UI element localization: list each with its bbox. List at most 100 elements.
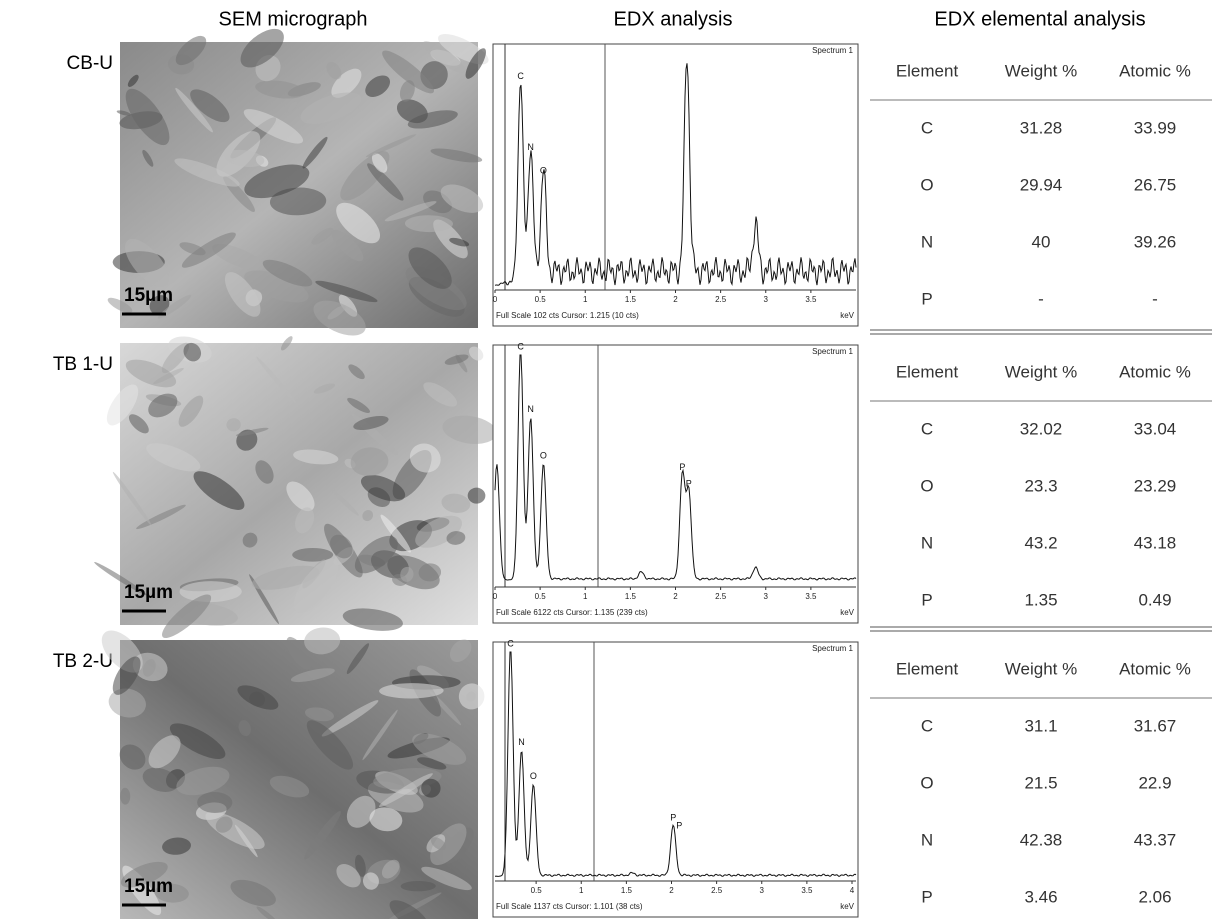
table-cell: 43.2 (1024, 533, 1057, 552)
sem-texture (295, 507, 315, 534)
sem-texture (224, 272, 261, 317)
table-header: Weight % (1005, 659, 1077, 678)
x-tick-label: 3 (764, 295, 769, 304)
sem-texture (417, 757, 447, 770)
table-cell: 31.67 (1134, 716, 1177, 735)
sem-texture (175, 35, 207, 66)
sem-texture (362, 709, 398, 761)
sem-texture (175, 87, 213, 133)
sem-texture (440, 184, 484, 213)
table-header: Atomic % (1119, 659, 1191, 678)
sem-texture (444, 354, 469, 365)
sem-texture (430, 837, 446, 851)
peak-label: C (517, 341, 524, 351)
table-header: Weight % (1005, 362, 1077, 381)
peak-label: O (540, 165, 547, 175)
sem-texture (148, 735, 181, 769)
x-tick-label: 0 (493, 295, 498, 304)
sem-texture (382, 50, 435, 94)
sem-texture (449, 237, 470, 247)
sem-texture (128, 414, 149, 434)
peak-label: N (527, 142, 534, 152)
sem-texture (125, 359, 177, 388)
sem-texture (108, 688, 146, 718)
sem-texture (237, 685, 279, 710)
sem-texture (467, 487, 486, 504)
sem-texture (380, 514, 411, 553)
sem-texture (442, 415, 497, 444)
x-tick-label: 1.5 (621, 886, 633, 895)
table-cell: 33.99 (1134, 118, 1177, 137)
sem-texture (212, 243, 264, 271)
sem-texture (107, 297, 133, 313)
x-tick-label: 1 (583, 295, 588, 304)
table-cell: 39.26 (1134, 232, 1177, 251)
x-tick-label: 2.5 (715, 592, 727, 601)
spectrum-unit: keV (840, 608, 854, 617)
sem-texture (300, 92, 362, 124)
sem-texture (302, 136, 328, 169)
sem-texture (169, 723, 226, 759)
sem-texture (251, 565, 320, 590)
table-cell: P (921, 289, 932, 308)
table-cell: O (920, 175, 933, 194)
x-tick-label: 4 (850, 886, 855, 895)
sem-texture (446, 531, 466, 545)
sem-texture (407, 110, 458, 129)
sem-texture (183, 342, 202, 362)
peak-label: C (517, 71, 524, 81)
sem-image (94, 336, 497, 639)
sem-texture (205, 811, 265, 850)
peak-label: C (507, 638, 514, 648)
peak-label: O (540, 450, 547, 460)
sem-texture (354, 535, 398, 574)
x-tick-label: 0 (493, 592, 498, 601)
table-cell: O (920, 476, 933, 495)
sem-texture (408, 247, 452, 289)
sem-texture (331, 229, 364, 262)
sem-texture (162, 837, 191, 855)
spectrum-frame (492, 641, 859, 918)
sem-texture (132, 652, 168, 682)
sem-texture (336, 864, 361, 888)
table-cell: N (921, 533, 933, 552)
sem-texture (293, 449, 339, 465)
sem-texture (286, 481, 315, 512)
sem-texture (243, 109, 304, 144)
sem-texture (336, 202, 381, 244)
table-header: Weight % (1005, 61, 1077, 80)
header: SEM micrograph (219, 8, 368, 30)
peak-label: O (530, 771, 537, 781)
sample-label: CB-U (67, 53, 113, 74)
sem-texture (176, 766, 230, 796)
sem-texture (371, 153, 388, 173)
sem-texture (381, 859, 400, 879)
sem-texture (244, 164, 310, 199)
sample-label: TB 2-U (53, 651, 113, 672)
sem-texture (142, 767, 179, 792)
sem-texture (197, 792, 233, 813)
sem-texture (116, 110, 131, 116)
table-header: Atomic % (1119, 362, 1191, 381)
sem-texture (415, 515, 462, 548)
sem-texture (353, 415, 389, 431)
table-cell: 23.3 (1024, 476, 1057, 495)
sem-texture (286, 636, 311, 670)
x-tick-label: 0.5 (535, 592, 547, 601)
x-tick-label: 3 (760, 886, 765, 895)
sem-texture (422, 41, 466, 73)
sem-texture (315, 280, 378, 303)
sem-texture (331, 68, 362, 98)
sem-texture (181, 232, 236, 268)
sem-texture (290, 668, 335, 683)
spectrum-footer: Full Scale 102 cts Cursor: 1.215 (10 cts… (496, 311, 639, 320)
sem-texture (244, 270, 309, 303)
sem-texture (226, 418, 241, 432)
sem-texture (430, 148, 483, 163)
table-header: Atomic % (1119, 61, 1191, 80)
sem-texture (304, 707, 334, 722)
spectrum-trace (494, 354, 857, 581)
peak-label: P (676, 820, 682, 830)
sem-texture (238, 720, 251, 737)
